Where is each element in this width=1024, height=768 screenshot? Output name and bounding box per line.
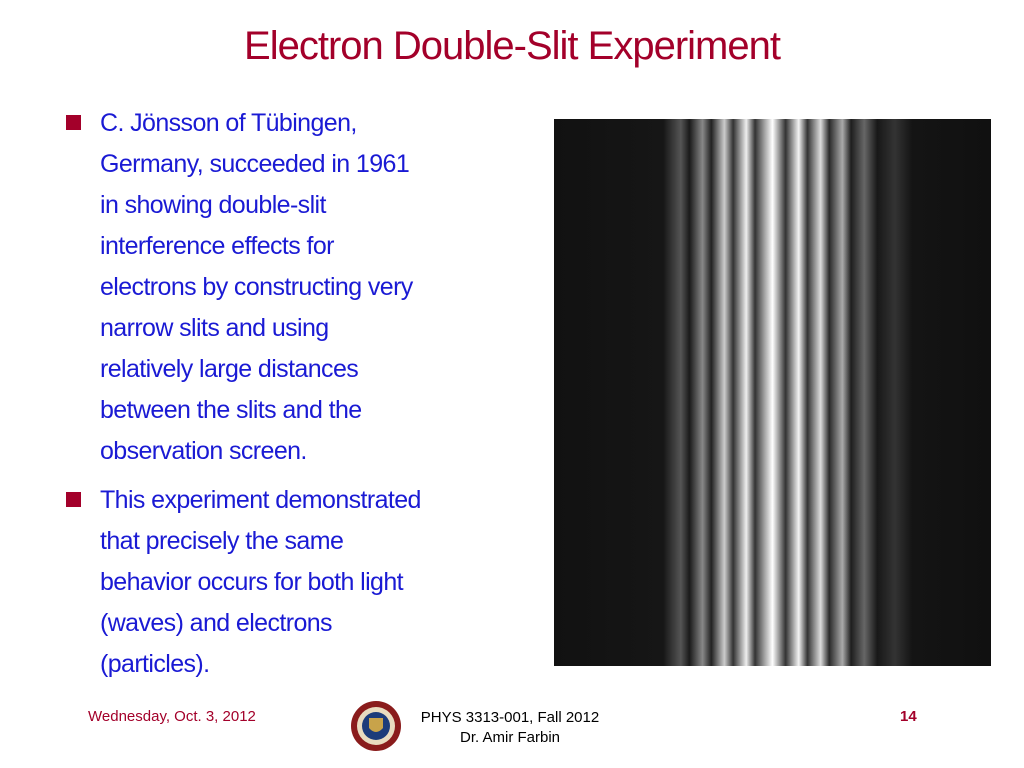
university-seal — [351, 701, 401, 751]
slide-title: Electron Double-Slit Experiment — [244, 24, 781, 68]
bullet-line: in showing double-slit — [100, 191, 326, 219]
bullet-line: electrons by constructing very — [100, 273, 413, 301]
bullet-line: C. Jönsson of Tübingen, — [100, 109, 357, 137]
bullet-line: relatively large distances — [100, 355, 359, 383]
bullet-item: C. Jönsson of Tübingen, Germany, succeede… — [64, 103, 534, 472]
bullet-line: (particles). — [100, 650, 210, 678]
footer-date: Wednesday, Oct. 3, 2012 — [88, 708, 256, 725]
bullet-line: between the slits and the — [100, 396, 362, 424]
bullet-line: behavior occurs for both light — [100, 568, 404, 596]
bullet-line: narrow slits and using — [100, 314, 329, 342]
instructor: Dr. Amir Farbin — [459, 729, 561, 746]
page-number: 14 — [900, 708, 917, 725]
bullet-line: This experiment demonstrated — [100, 486, 421, 514]
interference-image — [554, 119, 991, 666]
bullet-line: that precisely the same — [100, 527, 344, 555]
bullet-list: C. Jönsson of Tübingen, Germany, succeede… — [64, 103, 534, 693]
footer-course: PHYS 3313-001, Fall 2012 Dr. Amir Farbin — [400, 708, 620, 748]
bullet-line: (waves) and electrons — [100, 609, 333, 637]
bullet-line: observation screen. — [100, 437, 307, 465]
fringe-pattern — [554, 119, 991, 666]
bullet-item: This experiment demonstrated that precise… — [64, 480, 534, 685]
course-name: PHYS 3313-001, Fall 2012 — [420, 709, 600, 726]
bullet-line: Germany, succeeded in 1961 — [100, 150, 410, 178]
bullet-line: interference effects for — [100, 232, 334, 260]
